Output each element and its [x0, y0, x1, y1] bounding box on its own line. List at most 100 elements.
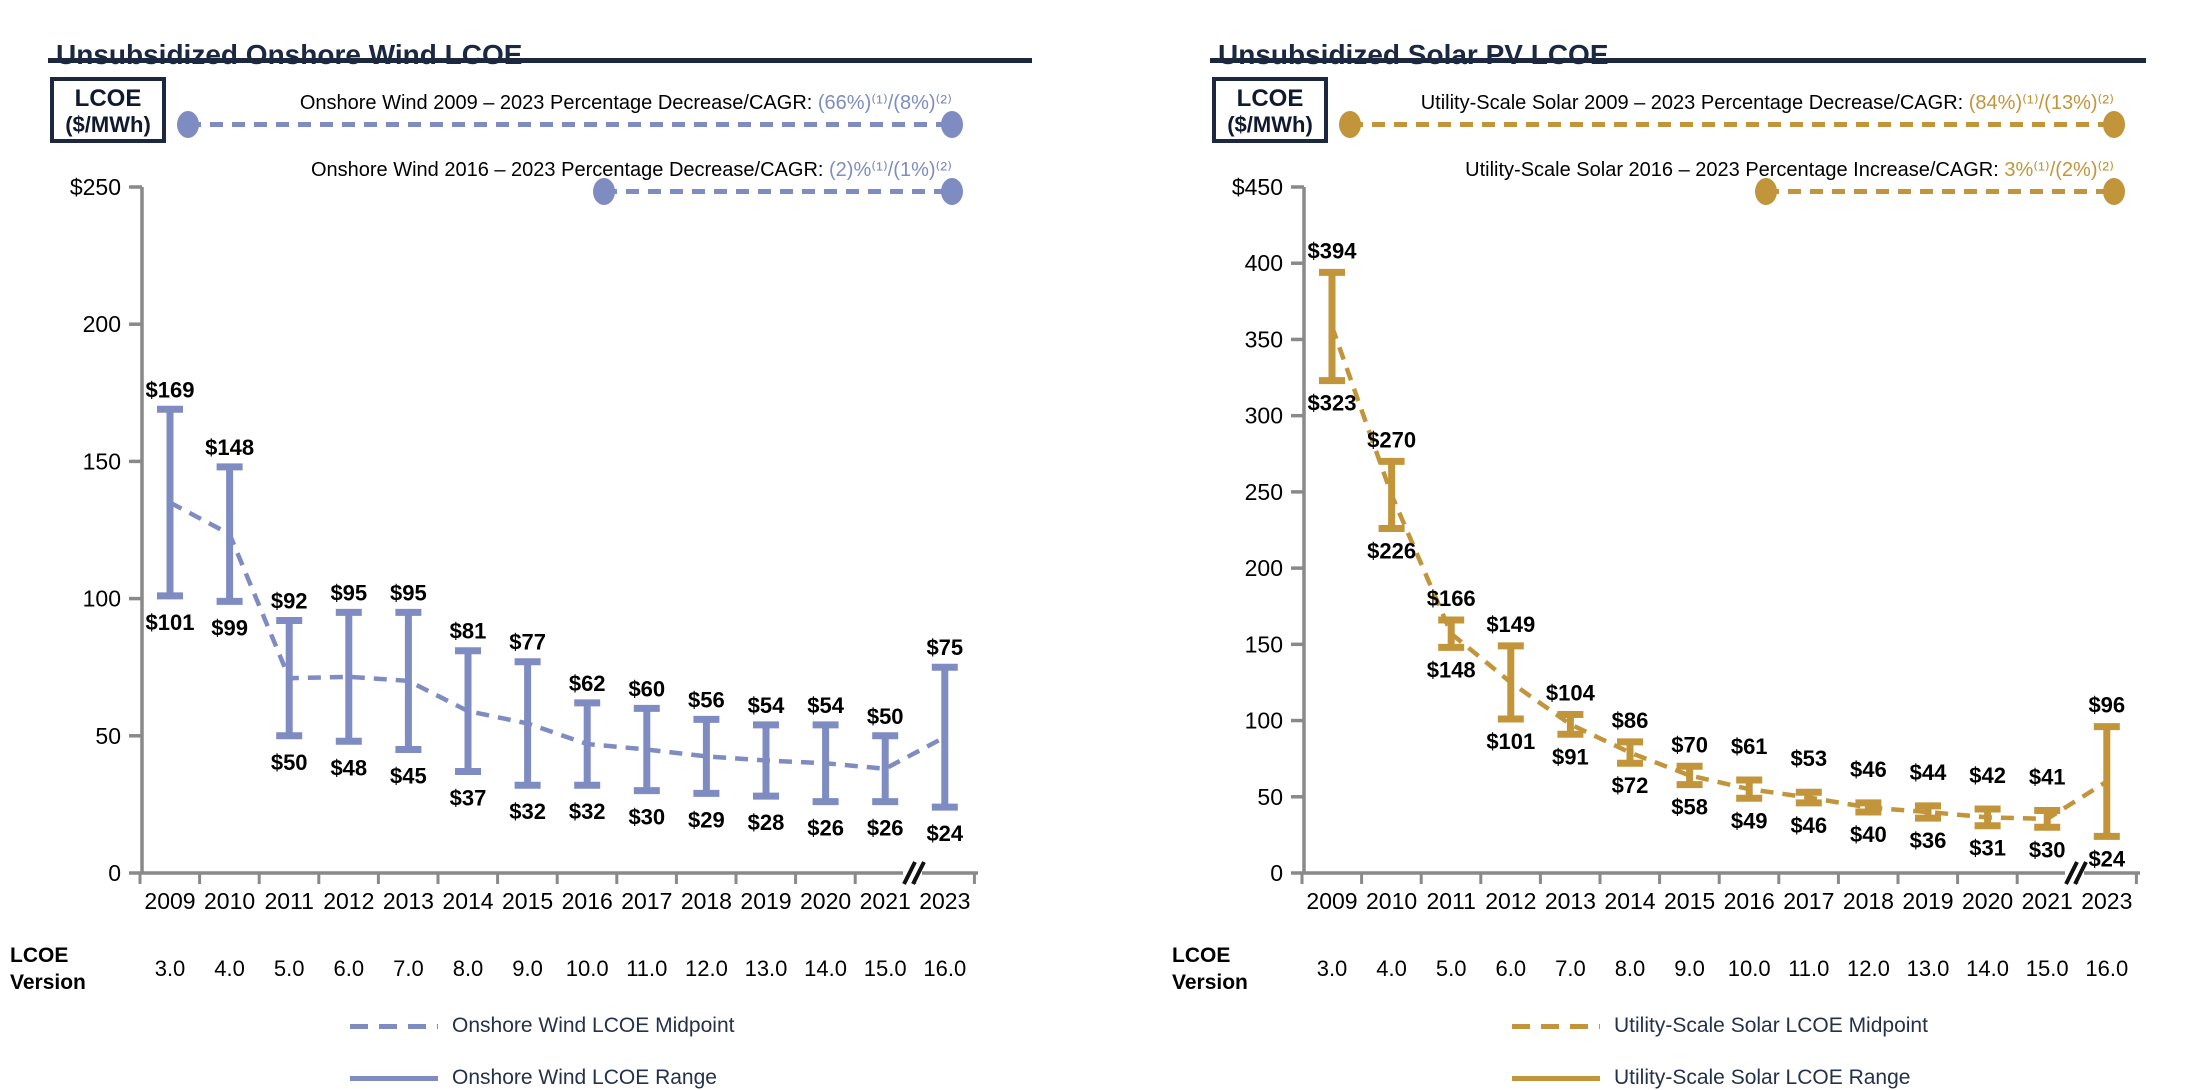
- version-value: 13.0: [745, 956, 788, 981]
- value-label-low: $32: [569, 799, 606, 824]
- year-label: 2012: [323, 888, 374, 914]
- version-value: 6.0: [334, 956, 365, 981]
- value-label-high: $53: [1790, 746, 1827, 771]
- value-label-high: $96: [2088, 693, 2125, 718]
- year-label: 2013: [383, 888, 434, 914]
- version-value: 12.0: [685, 956, 728, 981]
- legend-range-label: Utility-Scale Solar LCOE Range: [1614, 1066, 1911, 1089]
- value-label-high: $41: [2029, 764, 2066, 789]
- year-label: 2016: [1724, 888, 1775, 914]
- annotation-2009-2023-value: (66%)⁽¹⁾/(8%)⁽²⁾: [817, 92, 952, 114]
- version-value: 9.0: [512, 956, 543, 981]
- version-value: 12.0: [1847, 956, 1890, 981]
- version-value: 14.0: [1966, 956, 2009, 981]
- year-label: 2009: [144, 888, 195, 914]
- y-tick-label: 0: [108, 860, 121, 886]
- value-label-high: $56: [688, 687, 725, 712]
- axis-break-gap: [2065, 868, 2084, 878]
- y-tick-label: 150: [1245, 631, 1283, 657]
- version-value: 16.0: [2085, 956, 2128, 981]
- value-label-low: $148: [1427, 657, 1476, 682]
- value-label-low: $45: [390, 764, 427, 789]
- year-label: 2017: [1783, 888, 1834, 914]
- lcoe-version-label-line1: LCOE: [10, 944, 69, 967]
- value-label-high: $86: [1612, 708, 1649, 733]
- annotation-2016-2023-text: Utility-Scale Solar 2016 – 2023 Percenta…: [1465, 159, 2005, 181]
- y-tick-label: 250: [1245, 479, 1283, 505]
- year-label: 2019: [740, 888, 791, 914]
- value-label-high: $104: [1546, 680, 1596, 705]
- range-solid-swatch: [350, 1075, 438, 1081]
- axis-break-slash: [902, 861, 917, 885]
- value-label-low: $91: [1552, 744, 1589, 769]
- value-label-high: $92: [271, 589, 308, 614]
- value-label-high: $61: [1731, 734, 1768, 759]
- y-tick-label: 50: [95, 723, 121, 749]
- y-tick-label: 0: [1270, 860, 1283, 886]
- value-label-high: $60: [628, 676, 665, 701]
- year-label: 2020: [800, 888, 851, 914]
- solar-pv-chart: $450 400 350 300 250 200 150 100 50 0 $394 $323 2009…: [1232, 174, 2140, 981]
- year-label: 2021: [860, 888, 911, 914]
- value-label-low: $101: [1486, 729, 1535, 754]
- legend-range-label: Onshore Wind LCOE Range: [452, 1066, 717, 1089]
- year-label: 2016: [562, 888, 613, 914]
- value-label-low: $30: [628, 805, 665, 830]
- value-label-high: $95: [390, 580, 427, 605]
- version-value: 8.0: [453, 956, 484, 981]
- year-label: 2009: [1306, 888, 1357, 914]
- value-label-low: $49: [1731, 808, 1768, 833]
- annotation-2016-2023-value: 3%⁽¹⁾/(2%)⁽²⁾: [2004, 159, 2114, 181]
- y-tick-label: 100: [83, 586, 121, 612]
- y-tick-label: 300: [1245, 403, 1283, 429]
- value-label-low: $226: [1367, 538, 1416, 563]
- value-label-low: $50: [271, 750, 308, 775]
- version-value: 9.0: [1674, 956, 1705, 981]
- legend-midpoint: Utility-Scale Solar LCOE Midpoint: [1512, 1014, 1928, 1038]
- version-value: 3.0: [1317, 956, 1348, 981]
- value-label-high: $169: [146, 377, 195, 402]
- version-value: 15.0: [864, 956, 907, 981]
- value-label-high: $270: [1367, 427, 1416, 452]
- value-label-low: $24: [926, 821, 963, 846]
- value-label-low: $24: [2088, 846, 2125, 871]
- version-value: 11.0: [626, 956, 667, 981]
- page-title-solar: Unsubsidized Solar PV LCOE: [1218, 38, 1609, 70]
- value-label-high: $75: [926, 635, 963, 660]
- legend-midpoint: Onshore Wind LCOE Midpoint: [350, 1014, 734, 1038]
- y-tick-label: 350: [1245, 326, 1283, 352]
- title-underline: [48, 58, 1032, 63]
- annotation-2016-2023: Onshore Wind 2016 – 2023 Percentage Decr…: [140, 157, 952, 182]
- midpoint-dashed-swatch: [350, 1023, 438, 1029]
- annotation-2016-2023-span-line: [1755, 178, 2125, 205]
- value-label-low: $29: [688, 807, 725, 832]
- value-label-low: $48: [330, 755, 367, 780]
- value-label-low: $26: [807, 816, 844, 841]
- lcoe-version-label-line2: Version: [1172, 971, 1248, 994]
- version-value: 5.0: [274, 956, 305, 981]
- value-label-high: $70: [1671, 732, 1708, 757]
- year-label: 2011: [264, 888, 313, 914]
- y-tick-label: 200: [1245, 555, 1283, 581]
- value-label-high: $81: [450, 619, 487, 644]
- lcoe-version-row-label: LCOE Version: [1172, 942, 1248, 996]
- value-label-high: $42: [1969, 763, 2006, 788]
- axis-break-slash: [2073, 861, 2088, 885]
- y-tick-label: 50: [1257, 784, 1283, 810]
- version-value: 7.0: [1555, 956, 1586, 981]
- value-label-low: $46: [1790, 813, 1827, 838]
- value-label-high: $149: [1486, 612, 1535, 637]
- y-axis-unit-line1: LCOE: [74, 85, 142, 112]
- version-value: 6.0: [1496, 956, 1527, 981]
- year-label: 2015: [1664, 888, 1715, 914]
- year-label: 2015: [502, 888, 553, 914]
- year-label: 2014: [442, 888, 493, 914]
- version-value: 3.0: [155, 956, 186, 981]
- year-label: 2013: [1545, 888, 1596, 914]
- value-label-high: $46: [1850, 757, 1887, 782]
- midpoint-dashed-swatch: [1512, 1023, 1600, 1029]
- value-label-high: $148: [205, 435, 254, 460]
- version-value: 13.0: [1907, 956, 1950, 981]
- annotation-2009-2023-text: Utility-Scale Solar 2009 – 2023 Percenta…: [1420, 92, 1969, 114]
